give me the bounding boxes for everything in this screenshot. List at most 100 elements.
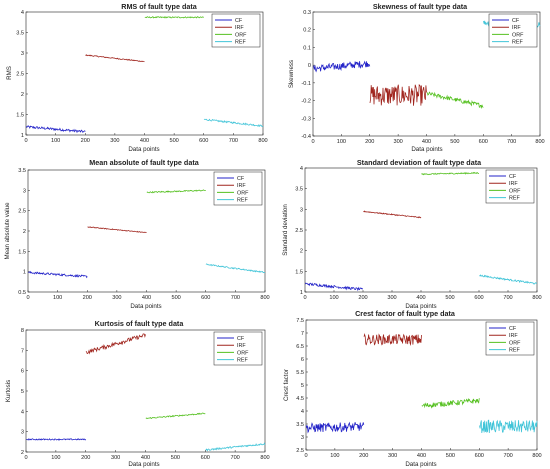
y-tick-label: 0.3 bbox=[303, 10, 311, 16]
y-tick-label: 3.5 bbox=[295, 187, 303, 193]
y-tick-label: 2.5 bbox=[18, 209, 26, 215]
legend-label-irf: IRF bbox=[235, 25, 244, 31]
y-tick-label: 0 bbox=[308, 63, 311, 69]
legend-label-orf: ORF bbox=[237, 350, 249, 356]
panel-skewness: Skewness of fault type data 0 100 200 300 40… bbox=[288, 2, 545, 153]
y-tick-label: 6 bbox=[301, 357, 304, 363]
x-tick-label: 300 bbox=[110, 138, 119, 144]
x-tick-label: 300 bbox=[393, 139, 402, 145]
y-tick-labels: 1 1.5 2 2.5 3 3.5 4 bbox=[16, 10, 28, 139]
y-tick-label: 2 bbox=[23, 229, 26, 235]
legend-label-cf: CF bbox=[237, 336, 245, 342]
x-tick-label: 200 bbox=[358, 295, 367, 301]
x-tick-label: 300 bbox=[388, 453, 397, 459]
y-tick-label: 1 bbox=[23, 270, 26, 276]
y-axis-label: Kurtosis bbox=[5, 380, 12, 402]
y-tick-label: 0.5 bbox=[18, 290, 26, 296]
legend-label-cf: CF bbox=[235, 18, 243, 24]
series-line-ref bbox=[205, 442, 266, 452]
x-tick-label: 0 bbox=[24, 138, 27, 144]
x-tick-label: 100 bbox=[330, 453, 339, 459]
y-tick-label: 0.2 bbox=[303, 28, 311, 34]
series-line-orf bbox=[146, 189, 206, 194]
y-tick-label: 3.5 bbox=[296, 422, 304, 428]
x-tick-label: 500 bbox=[445, 295, 454, 301]
x-tick-label: 600 bbox=[201, 455, 210, 461]
series-line-cf bbox=[28, 270, 88, 279]
y-tick-label: 4.5 bbox=[296, 396, 304, 402]
series-line-ref bbox=[205, 263, 266, 274]
legend-label-irf: IRF bbox=[512, 25, 521, 31]
legend-label-orf: ORF bbox=[512, 32, 524, 38]
y-tick-label: 3 bbox=[301, 435, 304, 441]
x-tick-label: 100 bbox=[329, 295, 338, 301]
x-tick-label: 700 bbox=[230, 455, 239, 461]
x-tick-label: 100 bbox=[337, 139, 346, 145]
series-line-irf bbox=[85, 333, 146, 355]
x-tick-label: 100 bbox=[53, 295, 62, 301]
x-tick-label: 400 bbox=[142, 295, 151, 301]
legend-label-orf: ORF bbox=[509, 188, 521, 194]
x-tick-label: 300 bbox=[387, 295, 396, 301]
legend-label-irf: IRF bbox=[509, 333, 518, 339]
legend-label-cf: CF bbox=[237, 176, 245, 182]
y-tick-label: 4 bbox=[21, 10, 24, 16]
x-tick-label: 500 bbox=[171, 295, 180, 301]
y-axis-label: RMS bbox=[6, 66, 13, 80]
y-tick-label: 1 bbox=[300, 290, 303, 296]
y-tick-label: 2.5 bbox=[16, 72, 24, 78]
series-line-irf bbox=[85, 54, 145, 63]
panel-title: Standard deviation of fault type data bbox=[357, 158, 482, 167]
x-tick-labels: 0 100 200 300 400 500 600 700 800 bbox=[303, 290, 542, 301]
series-line-orf bbox=[145, 412, 206, 420]
x-tick-labels: 0 100 200 300 400 500 600 700 800 bbox=[26, 290, 270, 301]
x-tick-label: 400 bbox=[422, 139, 431, 145]
y-tick-label: 7 bbox=[21, 348, 24, 354]
x-tick-label: 700 bbox=[503, 453, 512, 459]
x-axis-label: Data points bbox=[405, 461, 436, 468]
y-tick-label: 1.5 bbox=[295, 269, 303, 275]
y-tick-label: 3 bbox=[21, 51, 24, 57]
y-tick-label: 5 bbox=[21, 389, 24, 395]
series-line-orf bbox=[426, 91, 484, 110]
y-tick-label: 2.5 bbox=[295, 228, 303, 234]
series-line-orf bbox=[144, 16, 204, 19]
y-tick-label: 4 bbox=[300, 166, 303, 172]
panel-crest-factor: Crest factor of fault type data 0 100 200 3… bbox=[283, 309, 542, 468]
y-tick-label: 1 bbox=[21, 133, 24, 139]
legend-label-ref: REF bbox=[509, 196, 520, 202]
legend-label-orf: ORF bbox=[509, 340, 521, 346]
x-tick-label: 800 bbox=[260, 455, 269, 461]
y-tick-label: 2 bbox=[21, 92, 24, 98]
x-tick-label: 700 bbox=[507, 139, 516, 145]
x-tick-label: 200 bbox=[365, 139, 374, 145]
y-axis-label: Crest factor bbox=[283, 369, 290, 401]
y-tick-label: -0.1 bbox=[301, 81, 311, 87]
legend-label-irf: IRF bbox=[237, 343, 246, 349]
series-line-ref bbox=[479, 419, 538, 434]
x-tick-labels: 0 100 200 300 400 500 600 700 800 bbox=[311, 134, 545, 145]
x-tick-label: 500 bbox=[450, 139, 459, 145]
legend-label-irf: IRF bbox=[509, 181, 518, 187]
legend-label-ref: REF bbox=[237, 198, 248, 204]
series-lines bbox=[305, 333, 538, 434]
y-tick-label: 6.5 bbox=[296, 344, 304, 350]
legend-label-irf: IRF bbox=[237, 183, 246, 189]
y-axis-label: Standard deviation bbox=[282, 204, 289, 256]
x-tick-label: 400 bbox=[141, 455, 150, 461]
series-line-irf bbox=[363, 210, 422, 219]
y-tick-label: 5.5 bbox=[296, 370, 304, 376]
panel-rms: RMS of fault type data 0 100 200 300 400 500 6… bbox=[6, 2, 268, 153]
x-tick-label: 0 bbox=[24, 455, 27, 461]
series-lines bbox=[28, 189, 266, 279]
x-tick-label: 500 bbox=[446, 453, 455, 459]
legend-label-cf: CF bbox=[512, 18, 520, 24]
x-tick-label: 400 bbox=[140, 138, 149, 144]
y-tick-label: 2.5 bbox=[296, 448, 304, 454]
